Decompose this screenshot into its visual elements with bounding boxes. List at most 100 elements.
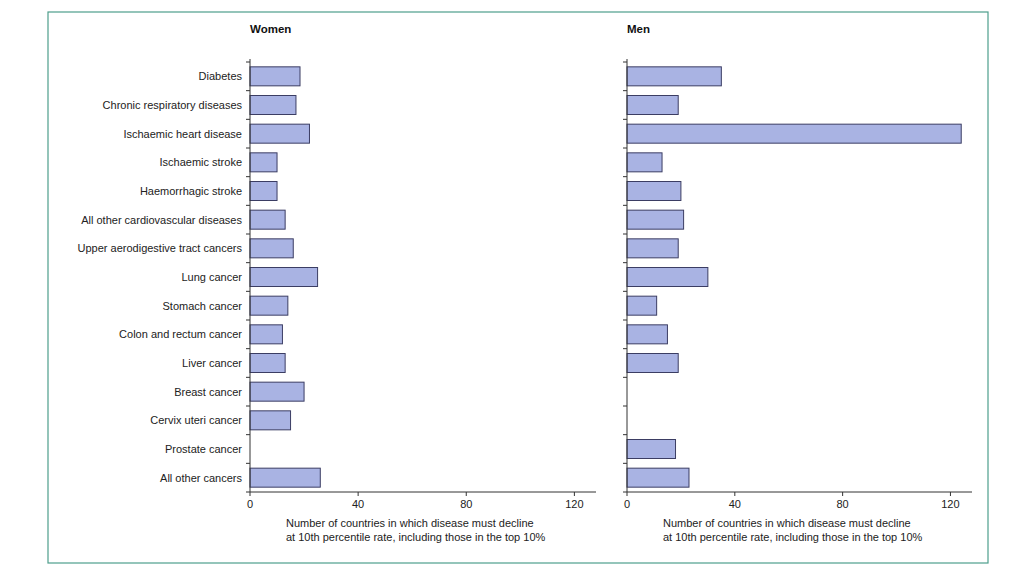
y-axis [250,59,251,492]
x-axis-label: Number of countries in which disease mus… [286,517,546,543]
y-tick [623,320,627,321]
category-label: Haemorrhagic stroke [140,185,242,197]
bar [627,268,708,287]
y-tick [246,205,250,206]
y-tick [623,176,627,177]
y-tick [246,62,250,63]
category-label: All other cardiovascular diseases [81,214,242,226]
bar [250,239,293,258]
bar [250,382,304,401]
bar [627,325,667,344]
y-tick [623,90,627,91]
y-tick [623,406,627,407]
panel: Women Diabetes Chronic respiratory disease… [78,23,596,543]
bar [627,210,684,229]
panel: Men04080120Number of countries in which … [623,23,972,543]
chart: Women Diabetes Chronic respiratory disease… [0,0,1024,571]
y-tick [623,234,627,235]
bar [250,325,282,344]
bar [250,67,300,86]
x-tick [358,492,359,496]
category-label: Ischaemic stroke [159,156,242,168]
bar [627,440,676,459]
bar [627,239,678,258]
bars [250,67,320,487]
x-tick [466,492,467,496]
y-tick [623,148,627,149]
category-label: Diabetes [199,70,243,82]
x-axis-label-line: at 10th percentile rate, including those… [286,531,546,543]
x-axis-label-line: Number of countries in which disease mus… [663,517,911,529]
x-axis [627,492,972,493]
y-tick [246,176,250,177]
category-label: Upper aerodigestive tract cancers [78,242,243,254]
category-label: All other cancers [160,472,242,484]
x-axis-label-line: at 10th percentile rate, including those… [663,531,923,543]
x-axis-label-line: Number of countries in which disease mus… [286,517,534,529]
bar [627,96,678,115]
y-tick [246,90,250,91]
y-tick [623,291,627,292]
x-tick [250,492,251,496]
y-tick [623,434,627,435]
bar [627,124,961,143]
bar [250,468,320,487]
category-label: Liver cancer [182,357,242,369]
bar [627,153,662,172]
bar [627,182,681,201]
bar [250,124,309,143]
x-tick [574,492,575,496]
category-label: Ischaemic heart disease [123,128,242,140]
x-axis [250,492,596,493]
panel-title: Women [250,23,291,35]
y-axis [627,59,628,492]
bar [250,296,288,315]
y-tick [623,492,627,493]
x-tick-label: 120 [941,498,959,510]
bar [250,210,285,229]
y-tick [246,492,250,493]
y-tick [246,262,250,263]
y-tick [246,320,250,321]
bar [627,354,678,373]
bar [627,468,689,487]
x-tick-label: 120 [565,498,583,510]
y-tick [246,377,250,378]
y-tick [623,205,627,206]
x-tick [627,492,628,496]
y-tick [623,262,627,263]
category-label: Breast cancer [174,386,242,398]
x-tick-label: 0 [624,498,630,510]
x-tick [842,492,843,496]
category-label: Cervix uteri cancer [150,414,242,426]
x-tick [950,492,951,496]
y-tick [246,234,250,235]
bar [627,296,657,315]
y-tick [246,348,250,349]
bar [250,354,285,373]
category-label: Chronic respiratory diseases [103,99,243,111]
x-tick-label: 80 [837,498,849,510]
y-tick [246,291,250,292]
y-tick [623,348,627,349]
y-tick [246,463,250,464]
y-tick [246,434,250,435]
category-label: Prostate cancer [165,443,242,455]
x-tick-label: 0 [247,498,253,510]
x-tick-label: 80 [460,498,472,510]
y-tick [246,148,250,149]
bar [250,182,277,201]
x-tick-label: 40 [729,498,741,510]
bar [250,411,291,430]
y-tick [246,406,250,407]
y-tick [623,119,627,120]
category-label: Lung cancer [181,271,242,283]
bar [250,268,318,287]
bar [250,153,277,172]
category-label: Colon and rectum cancer [119,328,242,340]
frame [48,12,988,563]
y-tick [246,119,250,120]
bar [627,67,721,86]
x-tick-label: 40 [352,498,364,510]
y-tick [623,377,627,378]
